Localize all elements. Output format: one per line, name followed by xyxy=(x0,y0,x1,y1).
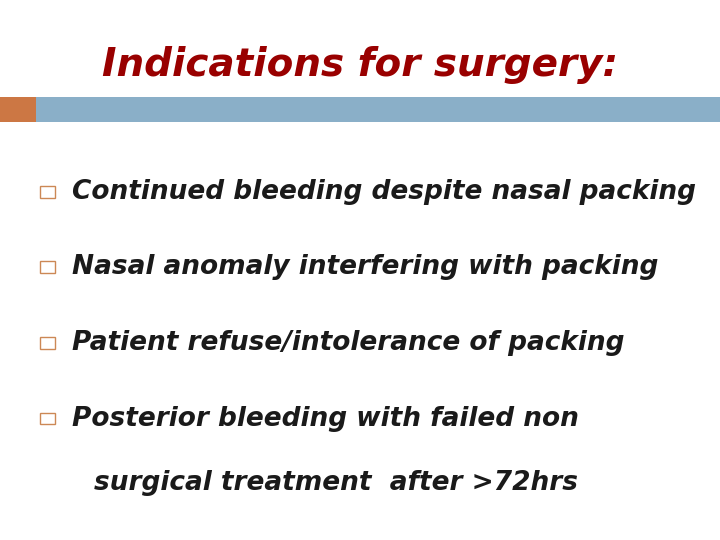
FancyBboxPatch shape xyxy=(40,261,55,273)
FancyBboxPatch shape xyxy=(40,413,55,424)
Text: Indications for surgery:: Indications for surgery: xyxy=(102,46,618,84)
Text: Patient refuse/intolerance of packing: Patient refuse/intolerance of packing xyxy=(72,330,624,356)
Text: Posterior bleeding with failed non: Posterior bleeding with failed non xyxy=(72,406,579,431)
Text: surgical treatment  after >72hrs: surgical treatment after >72hrs xyxy=(94,470,577,496)
Text: Continued bleeding despite nasal packing: Continued bleeding despite nasal packing xyxy=(72,179,696,205)
FancyBboxPatch shape xyxy=(40,186,55,198)
FancyBboxPatch shape xyxy=(0,97,36,122)
FancyBboxPatch shape xyxy=(36,97,720,122)
FancyBboxPatch shape xyxy=(40,337,55,349)
Text: Nasal anomaly interfering with packing: Nasal anomaly interfering with packing xyxy=(72,254,658,280)
